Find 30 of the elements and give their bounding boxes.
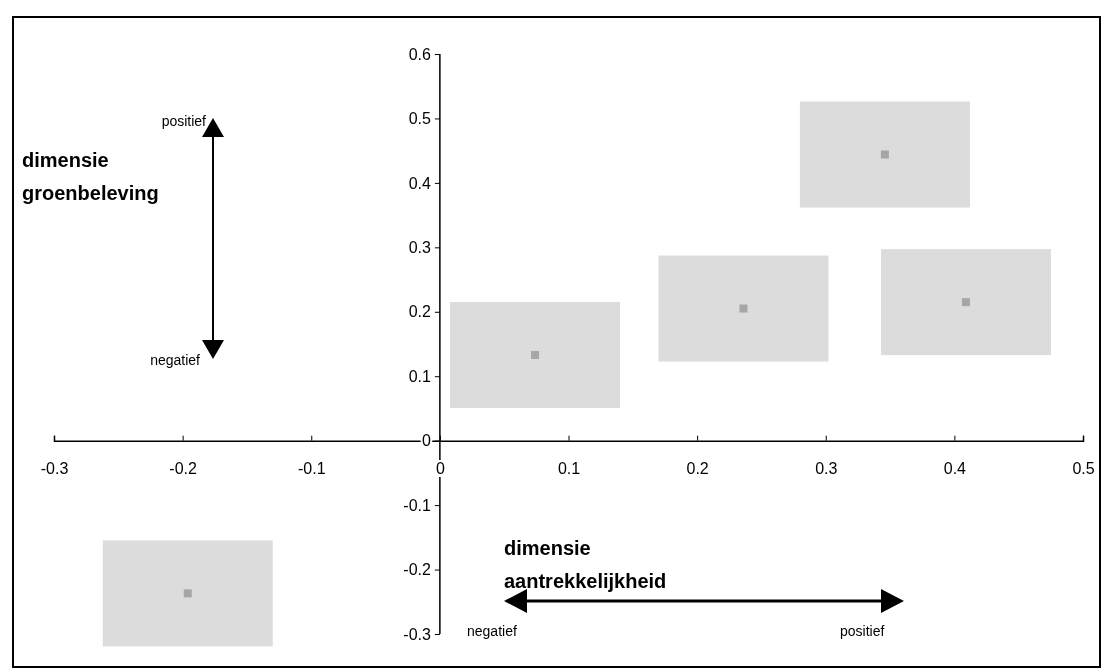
y-tick-label: 0 <box>421 432 431 450</box>
x-tick-label: -0.3 <box>40 460 69 478</box>
y-tick-label: 0.6 <box>408 45 431 63</box>
annotation: negatief <box>467 623 517 639</box>
x-tick-label: -0.2 <box>169 460 198 478</box>
x-tick-label: 0.1 <box>557 460 581 478</box>
annotation: dimensie aantrekkelijkheid <box>504 537 667 592</box>
y-tick-label: -0.2 <box>403 561 431 579</box>
x-tick-label: 0.5 <box>1072 460 1095 478</box>
y-tick-label: 0.5 <box>408 110 431 128</box>
y-tick-label: -0.3 <box>403 625 431 643</box>
point <box>183 589 192 598</box>
point <box>961 298 970 307</box>
y-tick-label: 0.3 <box>408 238 431 256</box>
annotation: positief <box>161 113 207 129</box>
annotation: positief <box>840 623 885 639</box>
point <box>531 350 540 359</box>
x-tick-label: 0.2 <box>686 460 709 478</box>
y-tick-label: -0.1 <box>403 496 431 514</box>
y-tick-label: 0.4 <box>408 174 431 192</box>
x-tick-label: 0.3 <box>815 460 838 478</box>
x-tick-label: 0.4 <box>943 460 967 478</box>
point <box>880 150 889 159</box>
point <box>739 304 748 313</box>
x-tick-label: -0.1 <box>297 460 326 478</box>
x-tick-label: 0 <box>435 460 445 478</box>
annotation: dimensie groenbeleving <box>22 149 159 204</box>
annotation: negatief <box>150 352 201 368</box>
y-tick-label: 0.1 <box>408 367 431 385</box>
y-tick-label: 0.2 <box>408 303 431 321</box>
